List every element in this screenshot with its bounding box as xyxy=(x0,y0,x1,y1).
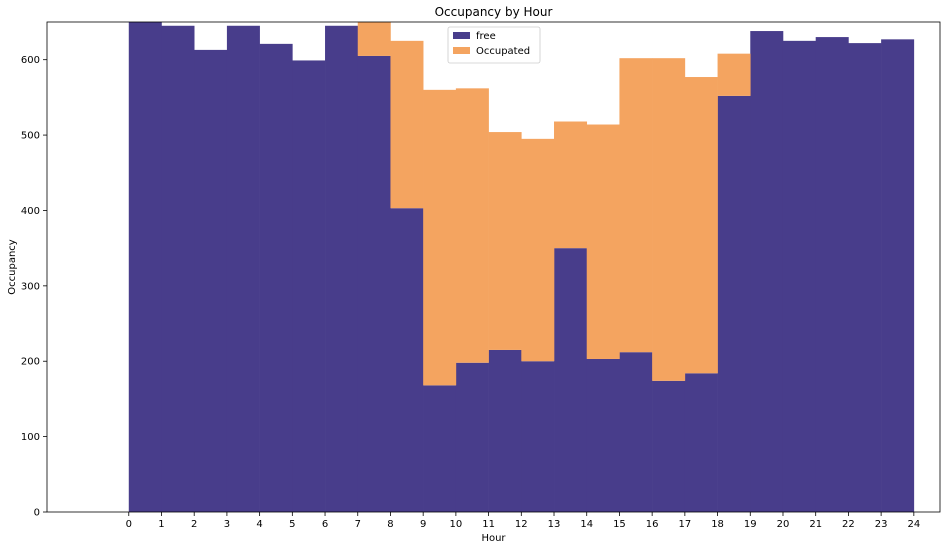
bar-free-11 xyxy=(488,349,522,512)
bar-free-19 xyxy=(750,31,784,513)
bar-occupated-8 xyxy=(390,40,424,209)
y-axis: 0 100 200 300 400 500 600 xyxy=(21,55,47,519)
plot-area xyxy=(46,21,941,513)
bar-free-13 xyxy=(554,248,588,512)
x-tick-label: 0 xyxy=(126,519,132,530)
x-tick-label: 9 xyxy=(420,519,426,530)
x-tick-label: 16 xyxy=(646,519,659,530)
legend: free Occupated xyxy=(447,26,541,64)
bar-free-10 xyxy=(455,362,489,512)
bar-occupated-9 xyxy=(423,89,457,386)
x-tick-label: 13 xyxy=(548,519,561,530)
bar-free-20 xyxy=(782,40,816,512)
x-tick-label: 19 xyxy=(744,519,757,530)
bar-occupated-13 xyxy=(554,121,588,249)
bar-occupated-16 xyxy=(652,58,686,381)
bar-free-21 xyxy=(815,37,849,512)
bar-free-16 xyxy=(652,380,686,512)
legend-swatch-occupated xyxy=(453,47,470,54)
x-tick-label: 10 xyxy=(450,519,463,530)
x-tick-label: 7 xyxy=(355,519,361,530)
bar-free-2 xyxy=(194,49,228,513)
bar-free-6 xyxy=(325,25,359,513)
bar-occupated-10 xyxy=(455,88,489,363)
x-tick-label: 17 xyxy=(678,519,691,530)
x-tick-label: 3 xyxy=(224,519,230,530)
chart-title: Occupancy by Hour xyxy=(435,5,553,19)
bar-occupated-17 xyxy=(684,77,718,374)
bar-free-15 xyxy=(619,352,653,512)
x-tick-label: 6 xyxy=(322,519,328,530)
x-tick-label: 23 xyxy=(875,519,888,530)
bar-free-18 xyxy=(717,95,751,512)
bar-free-23 xyxy=(881,39,915,512)
y-tick-label: 500 xyxy=(21,131,40,142)
y-tick-label: 600 xyxy=(21,55,40,66)
y-tick-label: 200 xyxy=(21,357,40,368)
bar-occupated-18 xyxy=(717,53,751,96)
x-tick-label: 2 xyxy=(191,519,197,530)
legend-label-occupated: Occupated xyxy=(476,46,530,57)
y-tick-label: 0 xyxy=(34,508,40,519)
bar-free-9 xyxy=(423,385,457,512)
bar-free-4 xyxy=(259,43,293,512)
x-tick-label: 8 xyxy=(387,519,393,530)
x-tick-label: 5 xyxy=(289,519,295,530)
bar-free-0 xyxy=(128,22,162,512)
bar-free-7 xyxy=(357,55,391,513)
bar-free-17 xyxy=(684,373,718,512)
bar-occupated-11 xyxy=(488,132,522,350)
plot-frame xyxy=(46,21,941,513)
x-tick-label: 21 xyxy=(809,519,822,530)
bar-free-1 xyxy=(161,25,195,513)
bar-occupated-7 xyxy=(357,22,391,56)
y-tick-label: 300 xyxy=(21,281,40,292)
x-tick-label: 20 xyxy=(777,519,790,530)
x-tick-label: 24 xyxy=(907,519,920,530)
bar-free-12 xyxy=(521,361,555,512)
x-axis-label: Hour xyxy=(481,533,506,544)
legend-swatch-free xyxy=(453,32,470,39)
y-axis-label: Occupancy xyxy=(7,239,18,295)
x-tick-label: 15 xyxy=(613,519,626,530)
y-tick-label: 100 xyxy=(21,432,40,443)
bar-free-8 xyxy=(390,208,424,512)
x-tick-label: 4 xyxy=(256,519,262,530)
bar-occupated-12 xyxy=(521,138,555,362)
x-axis: 0 1 2 3 4 5 6 7 8 9 10 11 12 13 14 15 16 17 18 19 20 21 22 23 24 xyxy=(126,512,920,530)
x-tick-label: 22 xyxy=(842,519,855,530)
x-tick-label: 11 xyxy=(482,519,495,530)
bar-free-5 xyxy=(292,60,326,512)
legend-box xyxy=(447,26,541,64)
x-tick-label: 14 xyxy=(580,519,593,530)
bar-free-22 xyxy=(848,43,882,512)
bar-occupated-15 xyxy=(619,58,653,353)
bar-free-3 xyxy=(226,25,260,513)
x-tick-label: 1 xyxy=(158,519,164,530)
bar-free-14 xyxy=(586,358,620,512)
y-tick-label: 400 xyxy=(21,206,40,217)
legend-label-free: free xyxy=(476,31,496,42)
x-tick-label: 18 xyxy=(711,519,724,530)
x-tick-label: 12 xyxy=(515,519,528,530)
bar-occupated-14 xyxy=(586,124,620,359)
